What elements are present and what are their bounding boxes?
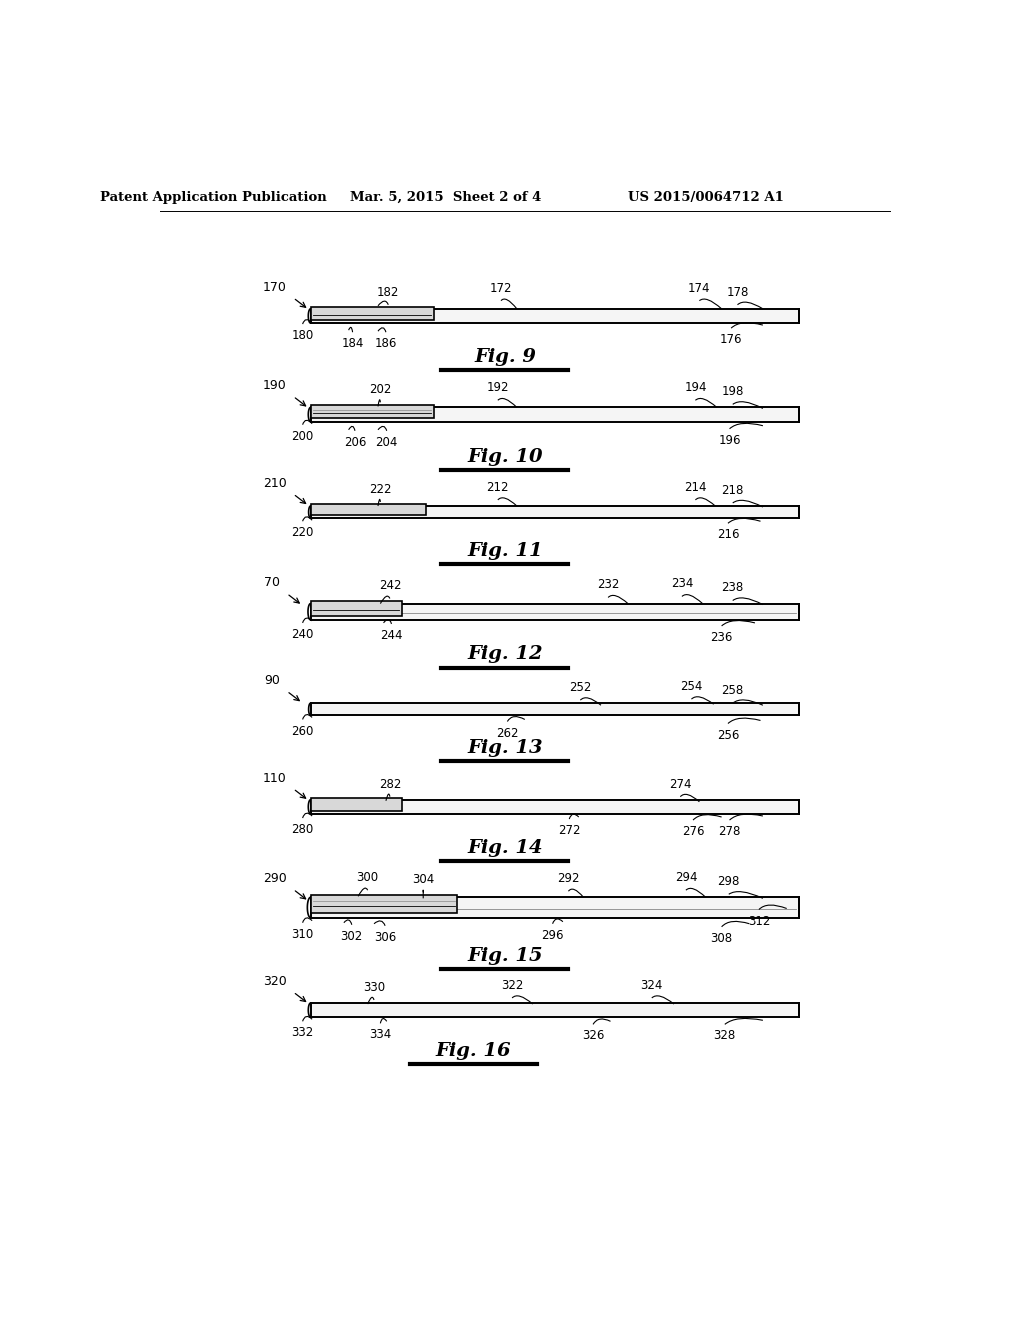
Text: 242: 242 (379, 579, 401, 593)
Text: 332: 332 (292, 1027, 313, 1039)
FancyBboxPatch shape (310, 408, 799, 421)
Text: 174: 174 (688, 281, 711, 294)
Text: 182: 182 (377, 285, 399, 298)
Text: Fig. 14: Fig. 14 (467, 838, 543, 857)
Text: 244: 244 (380, 630, 402, 642)
Text: US 2015/0064712 A1: US 2015/0064712 A1 (628, 190, 783, 203)
Text: 312: 312 (748, 915, 770, 928)
Text: 204: 204 (376, 436, 398, 449)
Text: 296: 296 (542, 929, 564, 942)
Text: 298: 298 (718, 875, 740, 888)
Text: 290: 290 (263, 873, 287, 886)
Text: 190: 190 (263, 379, 287, 392)
FancyBboxPatch shape (310, 895, 458, 913)
FancyBboxPatch shape (310, 898, 799, 917)
FancyBboxPatch shape (310, 704, 799, 715)
Text: 236: 236 (711, 631, 733, 644)
Text: Fig. 9: Fig. 9 (474, 347, 536, 366)
Text: 292: 292 (557, 873, 580, 886)
Text: 252: 252 (569, 681, 592, 694)
Text: 206: 206 (344, 436, 367, 449)
Text: 256: 256 (717, 729, 739, 742)
Text: 274: 274 (669, 777, 691, 791)
Text: 320: 320 (263, 974, 287, 987)
Text: 326: 326 (582, 1030, 604, 1043)
Text: 194: 194 (684, 381, 707, 395)
Text: 192: 192 (486, 381, 509, 395)
Text: 322: 322 (501, 979, 523, 991)
Text: 172: 172 (489, 281, 512, 294)
Text: 180: 180 (292, 329, 313, 342)
Text: 110: 110 (263, 771, 287, 784)
Text: 330: 330 (362, 981, 385, 994)
Text: 306: 306 (374, 931, 396, 944)
Text: 170: 170 (263, 281, 287, 293)
Text: 308: 308 (711, 932, 733, 945)
Text: 234: 234 (671, 577, 693, 590)
Text: 186: 186 (375, 338, 397, 350)
Text: 282: 282 (379, 777, 401, 791)
Text: Fig. 12: Fig. 12 (467, 645, 543, 664)
Text: 294: 294 (675, 871, 697, 884)
Text: 238: 238 (722, 581, 743, 594)
FancyBboxPatch shape (310, 602, 401, 616)
Text: 310: 310 (292, 928, 313, 941)
Text: 90: 90 (264, 675, 281, 686)
Text: 334: 334 (370, 1028, 391, 1041)
Text: 198: 198 (722, 385, 743, 399)
Text: 202: 202 (370, 383, 391, 396)
Text: 218: 218 (722, 484, 743, 496)
Text: 302: 302 (341, 929, 362, 942)
Text: Fig. 13: Fig. 13 (467, 739, 543, 756)
Text: 216: 216 (717, 528, 739, 541)
Text: 70: 70 (264, 577, 281, 589)
Text: 222: 222 (369, 483, 391, 496)
Text: 212: 212 (486, 480, 509, 494)
FancyBboxPatch shape (310, 308, 433, 319)
Text: Fig. 11: Fig. 11 (467, 541, 543, 560)
Text: 210: 210 (263, 477, 287, 490)
Text: 324: 324 (641, 979, 663, 991)
Text: Fig. 16: Fig. 16 (435, 1041, 511, 1060)
Text: 196: 196 (718, 434, 740, 447)
FancyBboxPatch shape (310, 797, 401, 810)
FancyBboxPatch shape (310, 800, 799, 814)
Text: 254: 254 (680, 680, 702, 693)
Text: 328: 328 (714, 1030, 736, 1043)
Text: 200: 200 (292, 430, 313, 442)
Text: 280: 280 (292, 824, 313, 836)
Text: 276: 276 (682, 825, 705, 838)
Text: 258: 258 (722, 684, 743, 697)
Text: 272: 272 (558, 824, 581, 837)
Text: Fig. 15: Fig. 15 (467, 948, 543, 965)
Text: Mar. 5, 2015  Sheet 2 of 4: Mar. 5, 2015 Sheet 2 of 4 (350, 190, 541, 203)
Text: 176: 176 (720, 333, 742, 346)
FancyBboxPatch shape (310, 603, 799, 620)
FancyBboxPatch shape (310, 1003, 799, 1018)
Text: 214: 214 (684, 480, 707, 494)
Text: 260: 260 (292, 725, 313, 738)
Text: 304: 304 (412, 873, 434, 886)
Text: Patent Application Publication: Patent Application Publication (100, 190, 327, 203)
FancyBboxPatch shape (310, 309, 799, 323)
Text: Fig. 10: Fig. 10 (467, 449, 543, 466)
Text: 300: 300 (356, 871, 379, 884)
Text: 220: 220 (292, 527, 313, 540)
FancyBboxPatch shape (310, 504, 426, 515)
Text: 278: 278 (719, 825, 740, 838)
Text: 262: 262 (496, 726, 518, 739)
Text: 240: 240 (292, 628, 313, 642)
Text: 178: 178 (726, 285, 749, 298)
FancyBboxPatch shape (310, 506, 799, 519)
Text: 184: 184 (341, 338, 364, 350)
FancyBboxPatch shape (310, 405, 433, 418)
Text: 232: 232 (597, 578, 620, 591)
